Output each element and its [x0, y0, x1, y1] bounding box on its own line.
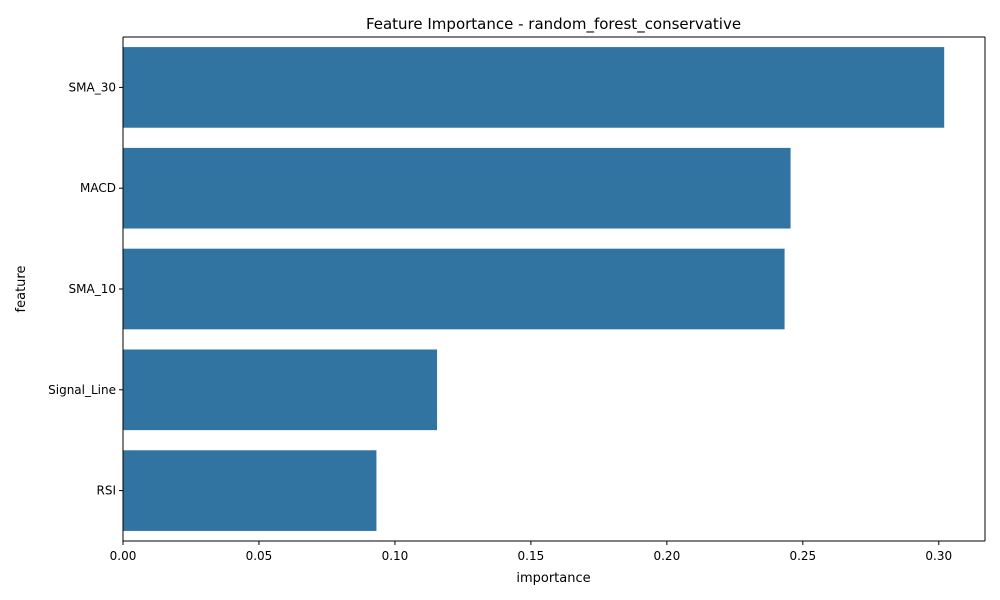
x-tick-label: 0.10	[382, 549, 409, 563]
x-tick-label: 0.00	[110, 549, 137, 563]
x-tick-label: 0.15	[518, 549, 545, 563]
chart-title: Feature Importance - random_forest_conse…	[366, 15, 741, 34]
bar-sma-30	[123, 47, 945, 128]
y-axis-label: feature	[14, 266, 29, 313]
bar-rsi	[123, 450, 377, 531]
x-tick-label: 0.30	[925, 549, 952, 563]
bar-macd	[123, 147, 791, 229]
x-tick-label: 0.25	[789, 549, 816, 563]
bar-signal-line	[123, 349, 438, 431]
x-axis-ticks: 0.00 0.05 0.10 0.15 0.20 0.25 0.30	[110, 541, 952, 563]
y-axis-ticks: SMA_30 MACD SMA_10 Signal_Line RSI	[48, 80, 123, 498]
x-axis-label: importance	[516, 571, 590, 586]
bars-group	[123, 47, 945, 531]
x-tick-label: 0.05	[246, 549, 273, 563]
y-tick-label: MACD	[80, 181, 116, 195]
bar-sma-10	[123, 248, 785, 330]
x-tick-label: 0.20	[653, 549, 680, 563]
y-tick-label: Signal_Line	[48, 383, 116, 397]
y-tick-label: SMA_10	[69, 282, 116, 296]
y-tick-label: SMA_30	[69, 80, 116, 94]
y-tick-label: RSI	[97, 484, 117, 498]
